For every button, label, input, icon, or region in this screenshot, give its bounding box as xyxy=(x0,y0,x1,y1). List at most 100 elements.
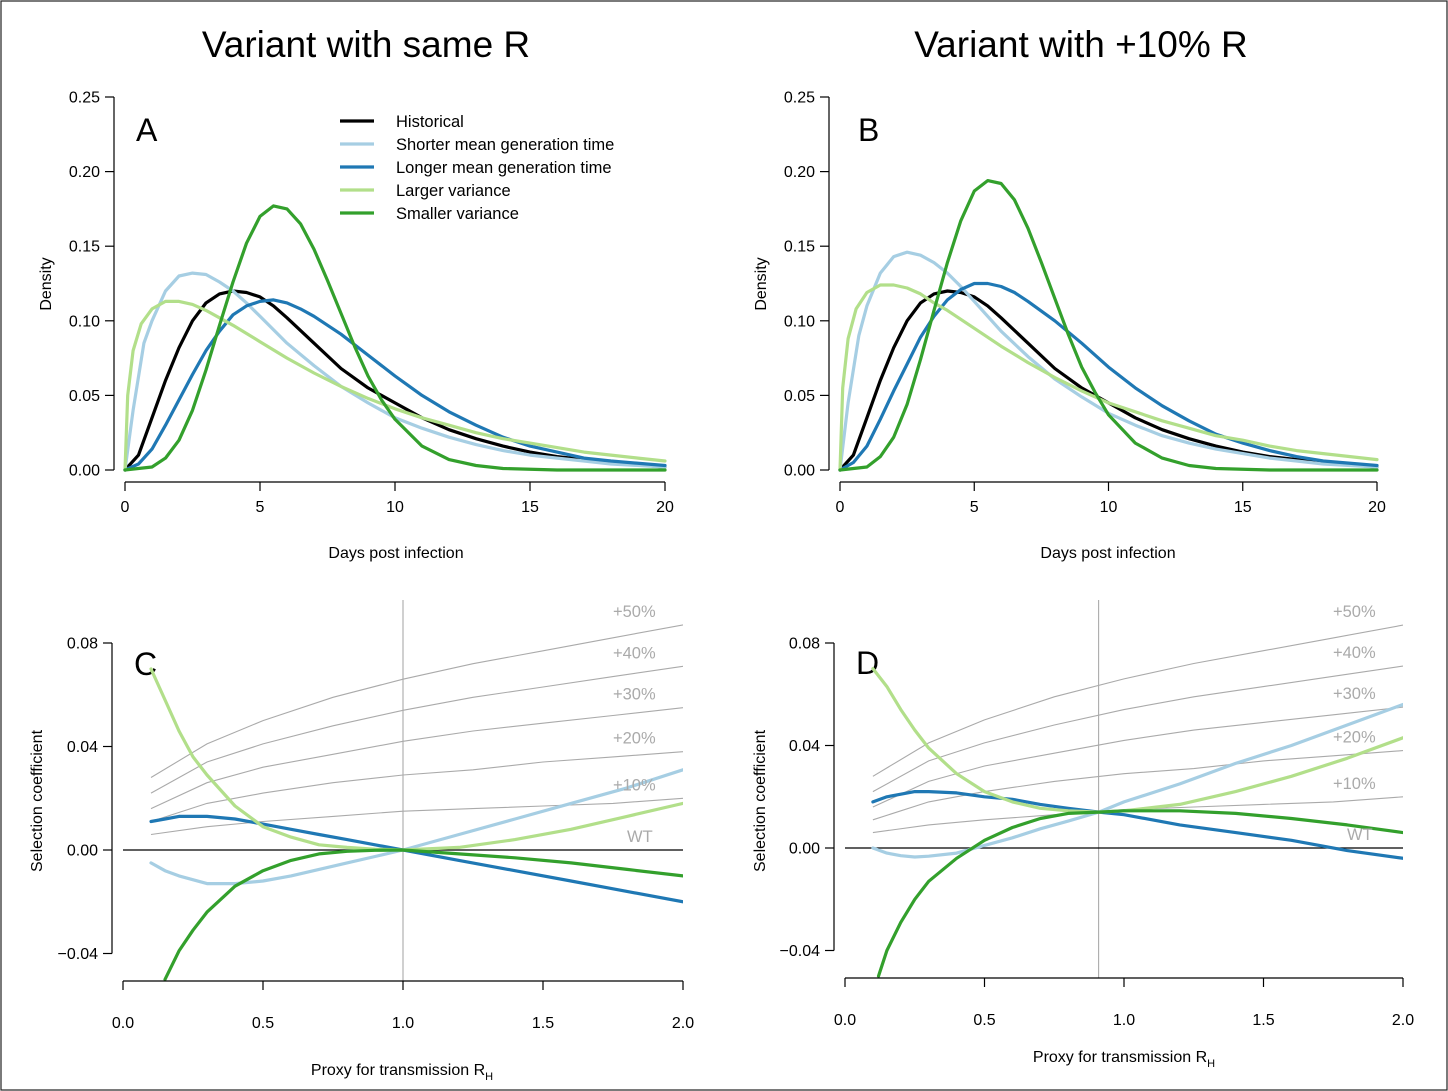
panel-c-x-tick-label: 0.0 xyxy=(112,1015,134,1032)
panel-c-x-tick-label: 2.0 xyxy=(672,1015,694,1032)
panel-c-x-tick-label: 0.5 xyxy=(252,1015,274,1032)
panel-d-xlabel-main: Proxy for transmission R xyxy=(1033,1049,1207,1066)
panel-b-x-tick-label: 20 xyxy=(1368,499,1386,516)
panel-b-y-tick-label: 0.00 xyxy=(784,463,815,480)
panel-c-reference-30 xyxy=(150,707,683,810)
panel-a-y-tick-label: 0.10 xyxy=(69,313,100,330)
panel-a-x-tick-label: 5 xyxy=(256,499,265,516)
panel-d-reference-label-50: +50% xyxy=(1333,603,1376,621)
panel-b-y-tick-label: 0.20 xyxy=(784,164,815,181)
panel-d-reference-40 xyxy=(872,665,1403,793)
panel-c-xlabel-subscript: H xyxy=(485,1071,493,1083)
panel-d-letter: D xyxy=(856,645,879,681)
panel-c-y-tick-label: 0.04 xyxy=(67,739,98,756)
panel-a-series-smaller-variance xyxy=(123,204,667,472)
panel-c-reference-20 xyxy=(150,751,683,823)
panel-d-xlabel-subscript: H xyxy=(1207,1058,1215,1070)
panel-b-x-tick-label: 5 xyxy=(970,499,979,516)
panel-a-letter: A xyxy=(136,112,158,148)
panel-b-y-tick-label: 0.10 xyxy=(784,313,815,330)
panel-c-xlabel-main: Proxy for transmission R xyxy=(311,1062,485,1079)
panel-b-xlabel: Days post infection xyxy=(1040,545,1175,562)
panel-a-legend: Historical Shorter mean generation time … xyxy=(340,113,614,223)
panel-d-series-larger-variance xyxy=(871,667,1403,814)
panel-b-x-tick-label: 10 xyxy=(1100,499,1118,516)
panel-c-ylabel: Selection coefficient xyxy=(29,729,46,872)
panel-d-series-shorter-mean-generation-time xyxy=(871,702,1403,859)
panel-a-x-tick-label: 10 xyxy=(386,499,404,516)
panel-d-selection-chart: D Selection coefficient Proxy for transm… xyxy=(752,600,1414,1070)
panel-b-series-historical xyxy=(838,289,1379,472)
panel-c-reference-label-10: +10% xyxy=(613,776,656,794)
panel-a-x-tick-label: 0 xyxy=(121,499,130,516)
panel-d-series-longer-mean-generation-time xyxy=(871,790,1403,860)
panel-b-x-tick-label: 0 xyxy=(836,499,845,516)
panel-d-x-tick-label: 1.5 xyxy=(1252,1012,1274,1029)
panel-d-reference-label-30: +30% xyxy=(1333,685,1376,703)
panel-d-reference-label-40: +40% xyxy=(1333,644,1376,662)
panel-b-letter: B xyxy=(858,112,879,148)
panel-c-series-shorter-mean-generation-time xyxy=(149,768,683,886)
panel-c-reference-label-40: +40% xyxy=(613,644,656,662)
panel-c-x-tick-label: 1.5 xyxy=(532,1015,554,1032)
panel-a-series-larger-variance xyxy=(123,299,667,472)
panel-d-y-tick-label: −0.04 xyxy=(780,943,821,960)
panel-c-reference-50 xyxy=(150,624,683,778)
legend-label-shorter-mean: Shorter mean generation time xyxy=(396,136,614,154)
panel-a-y-tick-label: 0.20 xyxy=(69,164,100,181)
panel-a-y-tick-label: 0.25 xyxy=(69,90,100,107)
panel-b-x-tick-label: 15 xyxy=(1234,499,1252,516)
panel-c-reference-label-wt: WT xyxy=(627,828,653,846)
panel-b-series-smaller-variance xyxy=(838,179,1379,472)
panel-b-ylabel: Density xyxy=(753,257,770,310)
column-title-right: Variant with +10% R xyxy=(914,24,1248,65)
panel-a-y-tick-label: 0.15 xyxy=(69,239,100,256)
panel-d-reference-label-10: +10% xyxy=(1333,775,1376,793)
panel-c-reference-label-50: +50% xyxy=(613,603,656,621)
panel-a-series-shorter-mean-generation-time xyxy=(123,271,667,472)
panel-a-x-tick-label: 20 xyxy=(656,499,674,516)
panel-d-x-tick-label: 0.0 xyxy=(834,1012,856,1029)
panel-a-density-chart: A Density Days post infection Historical… xyxy=(38,90,674,563)
panel-c-reference-label-20: +20% xyxy=(613,730,656,748)
panel-d-y-tick-label: 0.04 xyxy=(789,738,820,755)
panel-a-xlabel: Days post infection xyxy=(328,545,463,562)
panel-c-reference-40 xyxy=(150,665,683,794)
panel-a-ylabel: Density xyxy=(38,257,55,310)
panel-d-y-tick-label: 0.08 xyxy=(789,636,820,653)
panel-c-series-longer-mean-generation-time xyxy=(149,814,683,904)
panel-c-y-tick-label: 0.00 xyxy=(67,843,98,860)
panel-b-y-tick-label: 0.25 xyxy=(784,90,815,107)
panel-c-selection-chart: C Selection coefficient Proxy for transm… xyxy=(29,600,694,1083)
panel-c-reference-10 xyxy=(150,797,683,836)
legend-label-historical: Historical xyxy=(396,113,464,131)
legend-label-smaller-variance: Smaller variance xyxy=(396,205,519,223)
panel-b-density-chart: B Density Days post infection 0.00 0.05 0.… xyxy=(753,90,1386,563)
panel-c-series-larger-variance xyxy=(149,667,683,852)
panel-a-x-tick-label: 15 xyxy=(521,499,539,516)
panel-d-y-tick-label: 0.00 xyxy=(789,841,820,858)
panel-d-x-tick-label: 1.0 xyxy=(1113,1012,1135,1029)
panel-c-series-smaller-variance xyxy=(163,848,683,981)
panel-c-xlabel: Proxy for transmission RH xyxy=(311,1062,493,1083)
panel-d-reference-20 xyxy=(872,750,1403,821)
panel-d-xlabel: Proxy for transmission RH xyxy=(1033,1049,1215,1070)
panel-b-y-tick-label: 0.05 xyxy=(784,388,815,405)
panel-c-x-tick-label: 1.0 xyxy=(392,1015,414,1032)
panel-d-plot-area xyxy=(845,600,1403,978)
panel-d-reference-label-wt: WT xyxy=(1347,826,1373,844)
panel-c-y-tick-label: −0.04 xyxy=(58,946,99,963)
panel-a-y-tick-label: 0.00 xyxy=(69,463,100,480)
panel-d-reference-50 xyxy=(872,624,1403,777)
panel-b-y-tick-label: 0.15 xyxy=(784,239,815,256)
panel-c-y-tick-label: 0.08 xyxy=(67,636,98,653)
panel-a-y-tick-label: 0.05 xyxy=(69,388,100,405)
panel-c-reference-label-30: +30% xyxy=(613,686,656,704)
panel-d-reference-label-20: +20% xyxy=(1333,729,1376,747)
panel-b-series-larger-variance xyxy=(838,283,1379,472)
panel-d-x-tick-label: 0.5 xyxy=(973,1012,995,1029)
legend-label-larger-variance: Larger variance xyxy=(396,182,511,200)
column-title-left: Variant with same R xyxy=(202,24,530,65)
